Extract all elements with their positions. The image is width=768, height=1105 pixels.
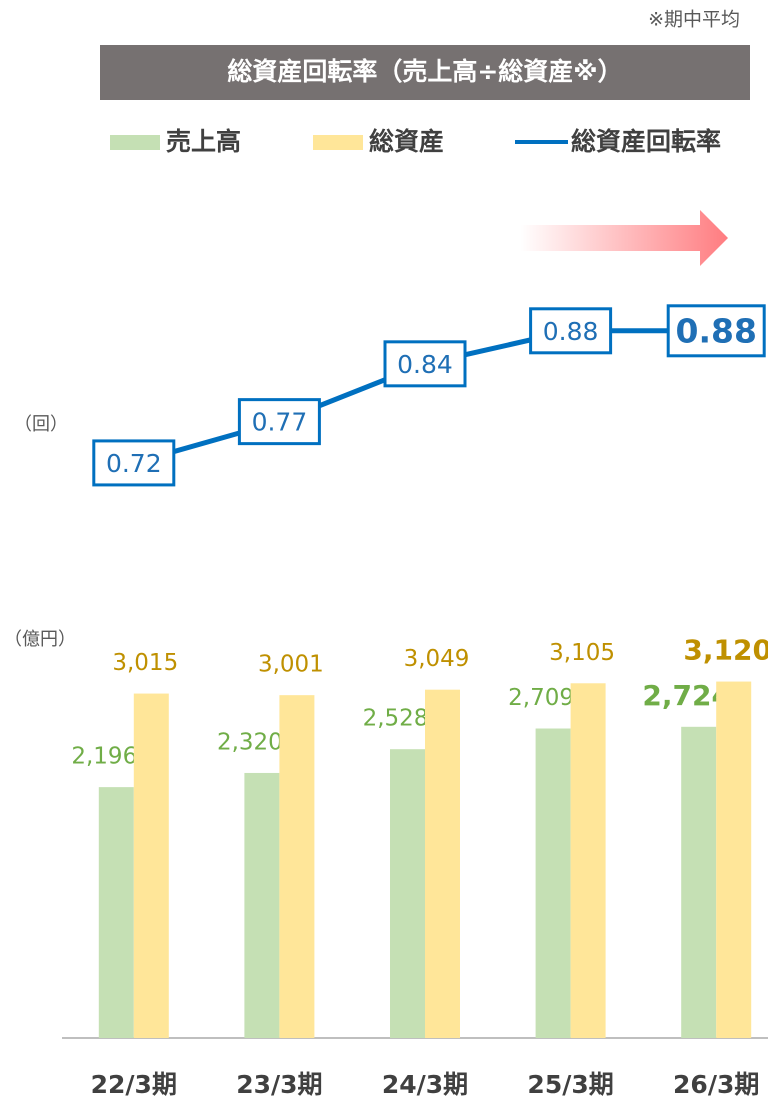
legend-label: 総資産回転率	[571, 127, 721, 156]
legend-swatch	[313, 135, 363, 150]
y-axis-label: （回）	[14, 414, 68, 435]
data-label: 2,320	[217, 729, 283, 755]
y-axis-label: （億円）	[4, 629, 76, 650]
title-bar	[100, 45, 750, 100]
x-tick-label: 25/3期	[527, 1070, 613, 1099]
bar	[133, 693, 169, 1038]
bar	[716, 681, 752, 1038]
data-label: 3,015	[112, 650, 178, 676]
x-tick-label: 22/3期	[91, 1070, 177, 1099]
bar	[570, 683, 606, 1038]
bar	[390, 749, 425, 1038]
data-label: 0.72	[106, 449, 162, 478]
data-label: 3,120	[683, 634, 768, 667]
note: ※期中平均	[648, 9, 740, 31]
data-label: 3,001	[258, 652, 324, 678]
data-label: 3,105	[549, 640, 615, 666]
x-tick-label: 23/3期	[236, 1070, 322, 1099]
bar	[425, 689, 460, 1038]
legend-label: 売上高	[166, 127, 241, 156]
data-label: 0.88	[543, 317, 599, 346]
bar	[535, 728, 571, 1038]
data-label: 2,196	[71, 744, 137, 770]
x-tick-label: 26/3期	[673, 1070, 759, 1099]
chart-title: 総資産回転率（売上高÷総資産※）	[227, 57, 622, 86]
data-label: 2,709	[508, 685, 574, 711]
data-label: 0.77	[252, 408, 308, 437]
trend-arrow	[520, 210, 728, 266]
value-box	[92, 439, 176, 487]
data-label: 2,528	[363, 706, 429, 732]
data-label: 0.84	[397, 350, 453, 379]
legend-label: 総資産	[369, 127, 444, 156]
bar	[279, 695, 315, 1038]
bar	[681, 726, 717, 1038]
bar	[98, 787, 134, 1038]
data-label: 0.88	[675, 311, 756, 350]
data-label: 3,049	[404, 646, 470, 672]
bar	[244, 772, 280, 1038]
legend-swatch	[110, 135, 160, 150]
x-tick-label: 24/3期	[382, 1070, 468, 1099]
